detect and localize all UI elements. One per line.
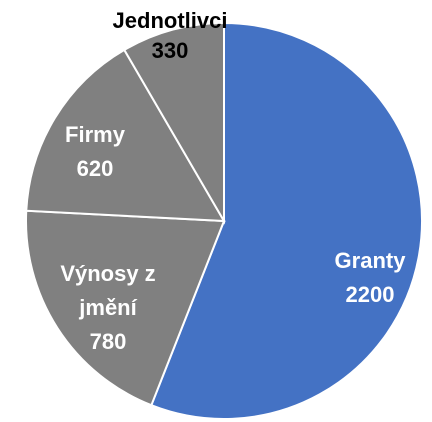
pie-label: Granty 2200 xyxy=(335,248,407,307)
pie-label-category: Firmy xyxy=(65,122,126,147)
pie-labels: Granty 2200 Výnosy z jmění 780 Firmy 620 Jednot… xyxy=(60,8,406,354)
pie-label-value: 780 xyxy=(90,329,127,354)
pie-label-category: Granty xyxy=(335,248,407,273)
pie-slices xyxy=(25,21,423,420)
pie-slice-jednotlivci xyxy=(122,21,225,225)
pie-label: Výnosy z jmění 780 xyxy=(60,261,155,354)
pie-slice-granty xyxy=(150,21,423,420)
pie-label-category: jmění xyxy=(78,295,137,320)
pie-slice-firmy xyxy=(25,48,226,223)
pie-label: Firmy 620 xyxy=(65,122,126,181)
pie-slice-v-nosy-z-jm-n- xyxy=(25,209,226,407)
pie-label-category: Jednotlivci xyxy=(113,8,228,33)
pie-label: Jednotlivci 330 xyxy=(113,8,228,63)
pie-label-category: Výnosy z xyxy=(60,261,155,286)
pie-label-value: 620 xyxy=(77,156,114,181)
pie-label-value: 330 xyxy=(152,38,189,63)
pie-label-value: 2200 xyxy=(346,282,395,307)
